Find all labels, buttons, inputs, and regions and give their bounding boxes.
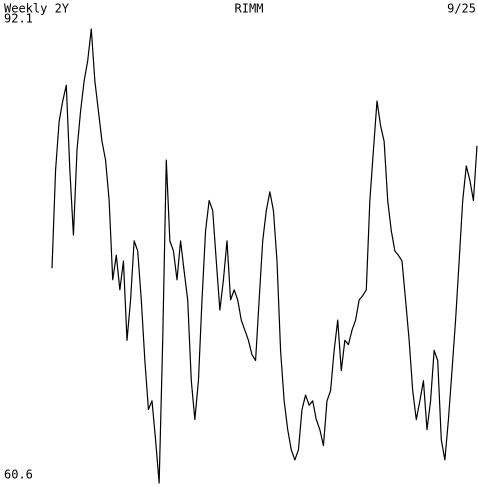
chart-subtitle: Weekly 2Y [4, 2, 70, 16]
y-tick-label: 92.1 [4, 12, 33, 26]
price-line [51, 28, 478, 484]
date-label: 9/25 [447, 2, 476, 16]
y-tick-label: 60.6 [4, 468, 33, 482]
chart-title: RIMM [235, 2, 264, 16]
